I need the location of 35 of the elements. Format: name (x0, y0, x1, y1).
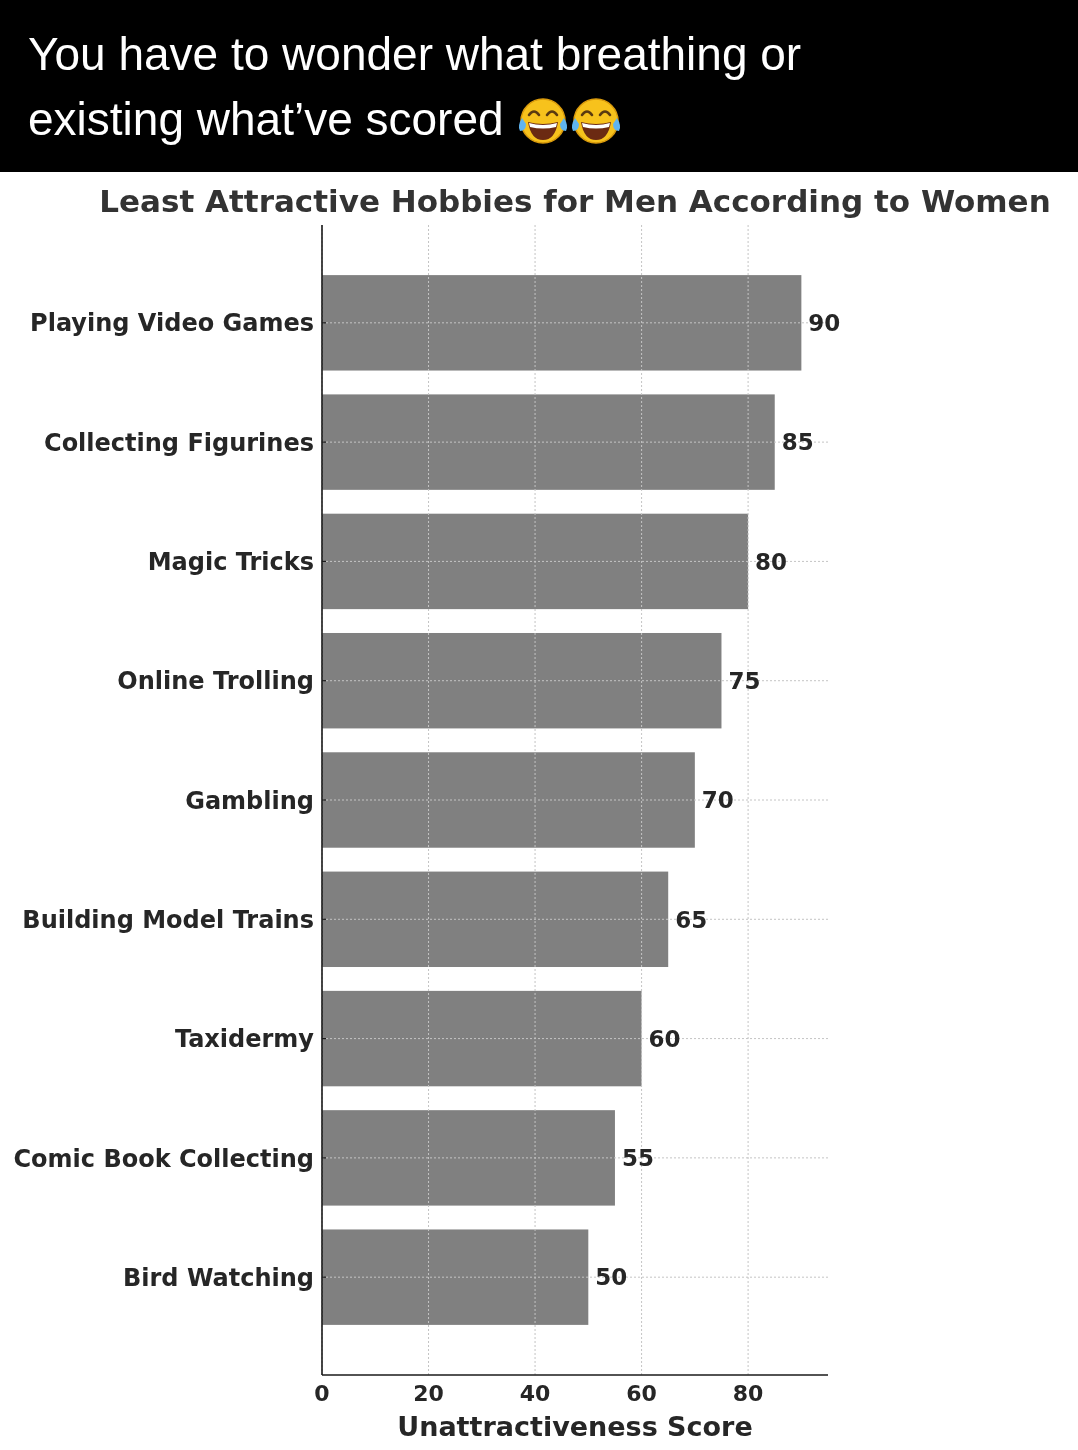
data-label: 80 (755, 548, 788, 575)
data-label: 50 (595, 1264, 628, 1291)
data-label: 70 (701, 787, 734, 814)
data-label: 60 (648, 1025, 681, 1052)
y-tick-label: Gambling (185, 786, 314, 815)
bar (322, 394, 775, 490)
bar (322, 275, 802, 371)
bar (322, 1110, 615, 1206)
bar (322, 871, 669, 968)
y-tick-label: Comic Book Collecting (13, 1144, 314, 1173)
y-tick-label: Online Trolling (117, 667, 314, 696)
bar (322, 632, 722, 729)
bar (322, 1229, 589, 1325)
data-label: 90 (808, 310, 841, 337)
data-label: 65 (675, 906, 708, 933)
data-label: 85 (781, 429, 814, 456)
x-tick-label: 80 (732, 1381, 764, 1406)
y-tick-label: Collecting Figurines (44, 428, 314, 457)
bar (322, 513, 749, 610)
y-tick-label: Playing Video Games (30, 309, 314, 338)
y-tick-label: Taxidermy (174, 1025, 315, 1054)
data-label: 55 (621, 1145, 654, 1172)
bar (322, 990, 642, 1087)
y-tick-label: Bird Watching (123, 1263, 314, 1292)
text: You have to wonder what breathing or existing what’ve scored (28, 28, 802, 145)
x-tick-label: 20 (413, 1381, 444, 1406)
x-tick-label: 60 (626, 1381, 657, 1406)
data-label: 75 (728, 667, 761, 694)
chart-title: Least Attractive Hobbies for Men According to Women (99, 183, 1051, 219)
x-tick-label: 40 (519, 1381, 551, 1406)
bar (322, 752, 695, 848)
x-axis-title: Unattractiveness Score (397, 1411, 753, 1442)
y-tick-label: Building Model Trains (22, 905, 314, 934)
y-tick-label: Magic Tricks (147, 548, 314, 577)
x-tick-label: 0 (314, 1381, 330, 1406)
